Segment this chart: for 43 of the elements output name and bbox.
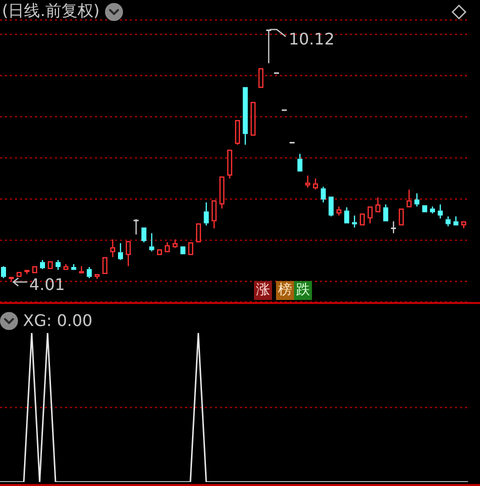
candlestick [422, 205, 428, 212]
candlestick [438, 204, 443, 220]
candlestick [48, 261, 53, 270]
candlestick [149, 232, 154, 252]
annotation: 4.01 [29, 275, 65, 294]
candlestick [118, 242, 123, 261]
candlestick [102, 257, 108, 274]
candlestick [360, 213, 365, 226]
candlestick [126, 241, 131, 267]
chart-title: XG: 0.00 [23, 311, 92, 330]
candlestick [406, 189, 412, 208]
candlestick [132, 218, 140, 236]
candlestick [141, 227, 146, 243]
annotation: 涨 [256, 282, 270, 298]
candlestick [305, 175, 310, 188]
candlestick [204, 202, 209, 226]
annotation: 10.12 [288, 29, 335, 48]
candlestick [188, 242, 194, 256]
chart-title: (日线.前复权) [2, 1, 100, 22]
candlestick [461, 221, 466, 229]
candlestick [250, 102, 256, 136]
candlestick [383, 204, 388, 222]
annotation: 榜 [278, 282, 292, 298]
candlestick [32, 266, 38, 274]
candlestick [398, 208, 404, 226]
candlestick [86, 266, 92, 279]
candlestick [16, 272, 22, 277]
annotation: 跌 [296, 282, 310, 298]
candlestick [258, 68, 264, 88]
candlestick [242, 87, 248, 146]
candlestick [157, 249, 162, 256]
candlestick [320, 186, 326, 203]
candlestick [8, 276, 14, 282]
candlestick [196, 223, 201, 242]
candlestick [227, 150, 232, 180]
candlestick [328, 196, 334, 217]
candlestick [71, 264, 76, 270]
candlestick [390, 220, 397, 234]
candlestick [344, 206, 350, 224]
candlestick [164, 242, 170, 252]
candlestick [180, 246, 186, 254]
candlestick [110, 238, 116, 258]
candlestick [265, 28, 272, 64]
